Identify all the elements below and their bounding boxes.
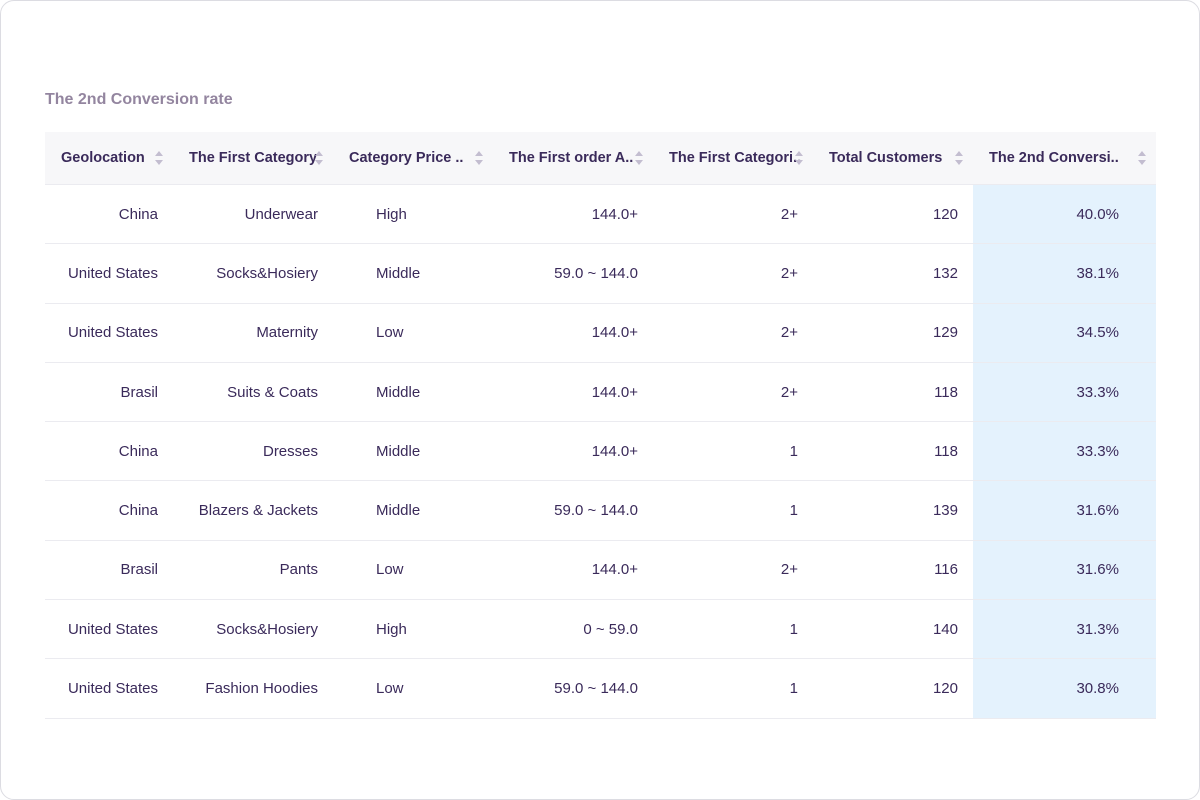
table-cell: 1 — [653, 658, 813, 719]
column-header[interactable]: Category Price .. — [333, 132, 493, 185]
table-cell: Pants — [173, 540, 333, 601]
table-row: United States Socks&Hosiery High 0 ~ 59.0 1 1… — [45, 599, 1156, 660]
column-header[interactable]: The First Category — [173, 132, 333, 185]
table-cell: 31.6% — [973, 540, 1156, 601]
table-cell: 144.0+ — [493, 421, 653, 482]
column-header[interactable]: Total Customers — [813, 132, 973, 185]
table-cell: United States — [45, 658, 173, 719]
table-cell: Brasil — [45, 540, 173, 601]
table-cell: Underwear — [173, 184, 333, 245]
header-row: Geolocation The First Category Category Pr… — [45, 132, 1156, 185]
table-cell: 140 — [813, 599, 973, 660]
data-table: Geolocation The First Category Category Pr… — [45, 132, 1156, 719]
table-cell: 1 — [653, 599, 813, 660]
sort-icon[interactable] — [955, 151, 963, 165]
sort-icon[interactable] — [795, 151, 803, 165]
table-cell: 33.3% — [973, 362, 1156, 423]
table-cell: 144.0+ — [493, 540, 653, 601]
table-row: Brasil Suits & Coats Middle 144.0+ 2+ 118 33.3… — [45, 362, 1156, 423]
table-cell: 40.0% — [973, 184, 1156, 245]
column-header-text: The First Categori.. — [669, 150, 802, 166]
sort-icon[interactable] — [155, 151, 163, 165]
table-cell: China — [45, 421, 173, 482]
column-header-text: Category Price .. — [349, 150, 464, 166]
table-cell: 144.0+ — [493, 362, 653, 423]
table-cell: Dresses — [173, 421, 333, 482]
table-cell: Low — [333, 658, 493, 719]
table-cell: 118 — [813, 362, 973, 423]
column-header-text: The First Category — [189, 150, 318, 166]
column-header[interactable]: Geolocation — [45, 132, 173, 185]
table-row: China Blazers & Jackets Middle 59.0 ~ 144.0… — [45, 480, 1156, 541]
table-title: The 2nd Conversion rate — [45, 91, 233, 108]
table-cell: Maternity — [173, 303, 333, 363]
table-cell: 59.0 ~ 144.0 — [493, 480, 653, 541]
table-cell: 132 — [813, 243, 973, 304]
table-cell: 2+ — [653, 303, 813, 363]
table-cell: 144.0+ — [493, 184, 653, 245]
table-cell: Middle — [333, 421, 493, 482]
table-cell: 59.0 ~ 144.0 — [493, 658, 653, 719]
table-row: United States Socks&Hosiery Middle 59.0 ~ 1… — [45, 243, 1156, 304]
table-row: China Dresses Middle 144.0+ 1 118 33.3% — [45, 421, 1156, 482]
table-cell: 2+ — [653, 540, 813, 601]
column-header-text: Total Customers — [829, 150, 943, 166]
table-cell: 31.3% — [973, 599, 1156, 660]
table-body: China Underwear High 144.0+ 2+ 120 40.0% United… — [45, 184, 1156, 719]
table-cell: United States — [45, 303, 173, 363]
table-cell: Socks&Hosiery — [173, 243, 333, 304]
table-cell: 2+ — [653, 362, 813, 423]
table-cell: 129 — [813, 303, 973, 363]
table-cell: 1 — [653, 480, 813, 541]
table-cell: 120 — [813, 658, 973, 719]
table-cell: Middle — [333, 243, 493, 304]
table-cell: 38.1% — [973, 243, 1156, 304]
table-cell: Socks&Hosiery — [173, 599, 333, 660]
table-cell: 30.8% — [973, 658, 1156, 719]
column-header[interactable]: The First order A.. — [493, 132, 653, 185]
table-cell: 34.5% — [973, 303, 1156, 363]
table-cell: Blazers & Jackets — [173, 480, 333, 541]
table-cell: 1 — [653, 421, 813, 482]
sort-icon[interactable] — [1138, 151, 1146, 165]
table-row: United States Fashion Hoodies Low 59.0 ~ 14… — [45, 658, 1156, 719]
table-cell: 144.0+ — [493, 303, 653, 363]
table-cell: Fashion Hoodies — [173, 658, 333, 719]
table-cell: 0 ~ 59.0 — [493, 599, 653, 660]
column-header[interactable]: The First Categori.. — [653, 132, 813, 185]
table-cell: 116 — [813, 540, 973, 601]
table-row: United States Maternity Low 144.0+ 2+ 129 34.5… — [45, 303, 1156, 363]
table-cell: Low — [333, 303, 493, 363]
table-cell: China — [45, 184, 173, 245]
sort-icon[interactable] — [475, 151, 483, 165]
table-cell: Brasil — [45, 362, 173, 423]
table-cell: 139 — [813, 480, 973, 541]
table-cell: Suits & Coats — [173, 362, 333, 423]
column-header[interactable]: The 2nd Conversi.. — [973, 132, 1156, 185]
table-row: China Underwear High 144.0+ 2+ 120 40.0% — [45, 184, 1156, 245]
table-cell: 120 — [813, 184, 973, 245]
table-cell: 33.3% — [973, 421, 1156, 482]
table-cell: 59.0 ~ 144.0 — [493, 243, 653, 304]
table-cell: High — [333, 599, 493, 660]
sort-icon[interactable] — [315, 151, 323, 165]
table-cell: 31.6% — [973, 480, 1156, 541]
sort-icon[interactable] — [635, 151, 643, 165]
table-cell: United States — [45, 599, 173, 660]
column-header-text: The 2nd Conversi.. — [989, 150, 1119, 166]
column-header-text: Geolocation — [61, 150, 145, 166]
table-cell: Middle — [333, 362, 493, 423]
table-cell: China — [45, 480, 173, 541]
table-cell: 118 — [813, 421, 973, 482]
column-header-text: The First order A.. — [509, 150, 634, 166]
table-cell: Low — [333, 540, 493, 601]
table-cell: 2+ — [653, 184, 813, 245]
table-cell: High — [333, 184, 493, 245]
table-cell: United States — [45, 243, 173, 304]
table-cell: 2+ — [653, 243, 813, 304]
table-cell: Middle — [333, 480, 493, 541]
table-row: Brasil Pants Low 144.0+ 2+ 116 31.6% — [45, 540, 1156, 601]
